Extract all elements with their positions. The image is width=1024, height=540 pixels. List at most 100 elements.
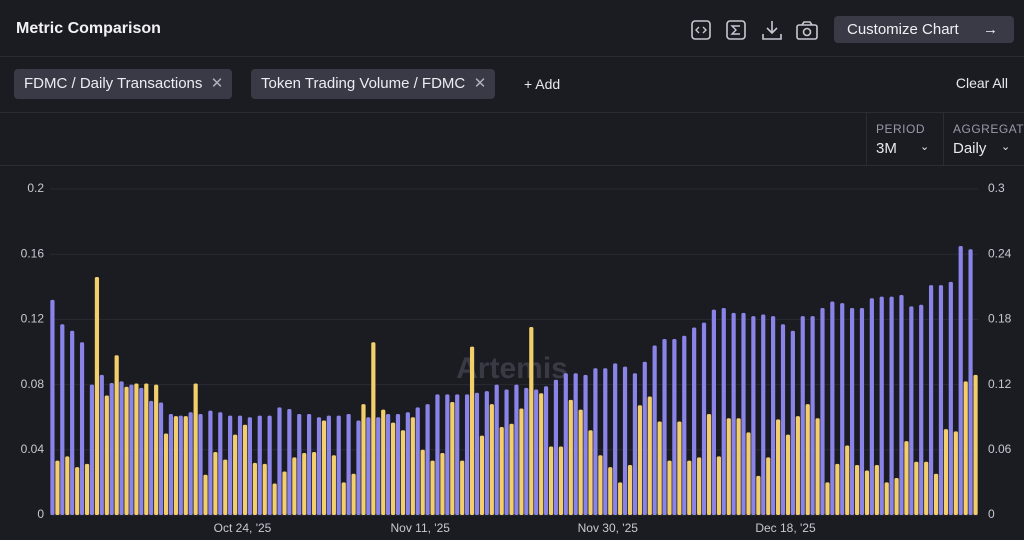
chip-label: Token Trading Volume / FDMC: [261, 75, 466, 92]
y-tick-label: 0: [37, 507, 44, 521]
bar: [741, 312, 746, 515]
bar: [326, 415, 331, 515]
metric-chip[interactable]: FDMC / Daily Transactions ✕: [14, 69, 233, 99]
bar: [800, 316, 805, 515]
bar: [50, 299, 55, 515]
bar: [499, 426, 504, 515]
bar: [415, 407, 420, 515]
bar: [731, 312, 736, 515]
bar: [163, 433, 169, 515]
bar: [228, 415, 233, 515]
bar: [272, 483, 277, 515]
bar: [706, 413, 712, 515]
bar: [173, 416, 179, 515]
bar: [751, 316, 756, 515]
bar: [316, 417, 322, 515]
bar: [879, 296, 884, 515]
header: Metric Comparison Customize Chart →: [0, 0, 1024, 57]
bar: [756, 475, 761, 515]
bar: [622, 366, 628, 515]
bar: [514, 384, 519, 515]
bar: [277, 407, 282, 515]
bar: [489, 404, 494, 515]
add-metric[interactable]: + Add: [524, 76, 561, 92]
bar: [198, 413, 203, 515]
bar: [400, 430, 406, 515]
bar: [889, 296, 894, 515]
bar: [287, 409, 292, 515]
bar: [835, 463, 840, 515]
bar: [84, 463, 90, 515]
period-control[interactable]: PERIOD 3M ⌄: [866, 113, 944, 165]
bar: [99, 374, 104, 515]
bar: [785, 434, 791, 515]
bar: [395, 413, 401, 515]
bar: [716, 456, 721, 515]
bar: [938, 285, 944, 515]
bar: [208, 410, 213, 515]
bar: [553, 379, 559, 515]
bar: [213, 451, 218, 515]
bar: [351, 473, 356, 515]
bar: [445, 394, 450, 515]
bar: [223, 459, 228, 515]
aggregate-control[interactable]: AGGREGATE Daily ⌄: [943, 113, 1024, 165]
bar: [593, 368, 598, 515]
bar: [262, 463, 267, 515]
bar: [509, 423, 514, 515]
bar: [193, 383, 198, 515]
x-tick-label: Nov 11, '25: [390, 521, 450, 535]
bar: [771, 316, 776, 515]
y2-tick-label: 0.3: [988, 181, 1005, 195]
y-tick-label: 0.08: [21, 377, 45, 391]
bar: [178, 415, 183, 515]
bar: [366, 417, 371, 515]
bar: [805, 404, 810, 515]
bar: [385, 413, 391, 515]
bar: [558, 446, 564, 515]
bar: [524, 387, 529, 515]
bar: [119, 381, 124, 515]
watermark: Artemis: [456, 352, 568, 385]
control-value: Daily ⌄: [953, 140, 1011, 157]
bar: [928, 285, 934, 515]
control-label: AGGREGATE: [953, 122, 1024, 136]
metric-chip[interactable]: Token Trading Volume / FDMC ✕: [251, 69, 496, 99]
bar: [252, 462, 257, 515]
bar: [820, 307, 825, 515]
bar: [854, 465, 860, 515]
bar: [697, 457, 702, 515]
bar: [519, 408, 524, 515]
bar: [657, 421, 662, 515]
bar: [613, 363, 618, 515]
bar: [233, 434, 238, 515]
toolbar-icons[interactable]: [690, 18, 820, 44]
bar: [312, 451, 317, 515]
bar: [721, 307, 726, 515]
bar: [144, 383, 149, 515]
bar: [302, 453, 307, 515]
bar: [109, 382, 114, 515]
bar: [627, 465, 633, 515]
bar: [405, 412, 410, 515]
bar: [79, 342, 85, 515]
bar: [134, 383, 139, 515]
chip-label: FDMC / Daily Transactions: [24, 75, 203, 92]
bar: [825, 482, 830, 515]
bar: [60, 324, 65, 515]
metric-chips: FDMC / Daily Transactions ✕ Token Trading…: [0, 57, 1024, 113]
bar: [667, 460, 672, 515]
bar: [149, 400, 154, 515]
clear-all[interactable]: Clear All: [955, 75, 1008, 91]
bar: [534, 389, 539, 515]
bar: [746, 432, 751, 515]
bar: [267, 415, 272, 515]
bar: [440, 453, 445, 515]
bar: [608, 467, 613, 515]
bar: [341, 482, 346, 515]
bar: [924, 461, 929, 515]
customize-chart-button[interactable]: Customize Chart →: [834, 16, 1014, 43]
bar: [973, 374, 978, 515]
bar: [894, 478, 899, 515]
bar: [687, 460, 692, 515]
